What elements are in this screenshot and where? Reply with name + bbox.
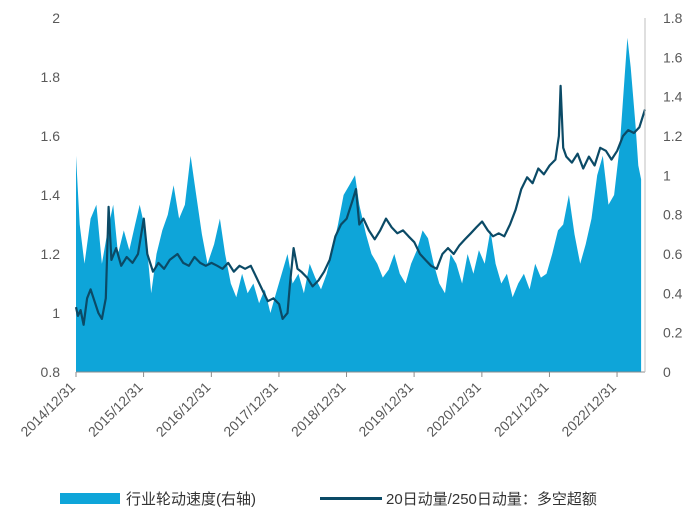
left-tick-label: 1.4 [41, 187, 61, 203]
legend-item-area: 行业轮动速度(右轴) [60, 488, 256, 509]
left-tick-label: 1.2 [41, 246, 61, 262]
x-tick-label: 2021/12/31 [491, 379, 552, 440]
legend-item-line: 20日动量/250日动量：多空超额 [320, 488, 597, 509]
x-tick-label: 2014/12/31 [17, 379, 78, 440]
legend-label-line: 20日动量/250日动量：多空超额 [386, 491, 597, 508]
x-tick-label: 2018/12/31 [288, 379, 349, 440]
left-tick-label: 1.6 [41, 128, 61, 144]
left-tick-label: 0.8 [41, 364, 61, 380]
left-axis-ticks: 0.8 1 1.2 1.4 1.6 1.8 2 [41, 10, 61, 380]
x-tick-label: 2017/12/31 [220, 379, 281, 440]
left-tick-label: 2 [52, 10, 60, 26]
momentum-excess-line [74, 84, 647, 326]
right-axis-ticks: 0 0.2 0.4 0.6 0.8 1 1.2 1.4 1.6 1.8 [663, 10, 683, 380]
left-tick-label: 1 [52, 305, 60, 321]
x-axis-ticks: 2014/12/31 2015/12/31 2016/12/31 2017/12/31… [17, 372, 619, 440]
legend-label-area: 行业轮动速度(右轴) [126, 491, 256, 508]
axes [76, 18, 646, 373]
x-tick-label: 2015/12/31 [85, 379, 146, 440]
right-tick-label: 0.8 [663, 207, 683, 223]
x-tick-label: 2016/12/31 [153, 379, 214, 440]
x-tick-label: 2019/12/31 [355, 379, 416, 440]
momentum-excess-line-series [74, 84, 647, 326]
left-tick-label: 1.8 [41, 69, 61, 85]
x-tick-label: 2022/12/31 [558, 379, 619, 440]
right-tick-label: 0.6 [663, 246, 683, 262]
legend-swatch-area [60, 493, 120, 504]
right-tick-label: 1.6 [663, 49, 683, 65]
right-tick-label: 0 [663, 364, 671, 380]
x-tick-label: 2020/12/31 [423, 379, 484, 440]
legend-swatch-line [320, 497, 382, 500]
legend: 行业轮动速度(右轴) 20日动量/250日动量：多空超额 [60, 488, 660, 510]
right-tick-label: 0.4 [663, 285, 683, 301]
right-tick-label: 0.2 [663, 325, 683, 341]
right-tick-label: 1 [663, 167, 671, 183]
right-tick-label: 1.8 [663, 10, 683, 26]
right-tick-label: 1.2 [663, 128, 683, 144]
right-tick-label: 1.4 [663, 89, 683, 105]
